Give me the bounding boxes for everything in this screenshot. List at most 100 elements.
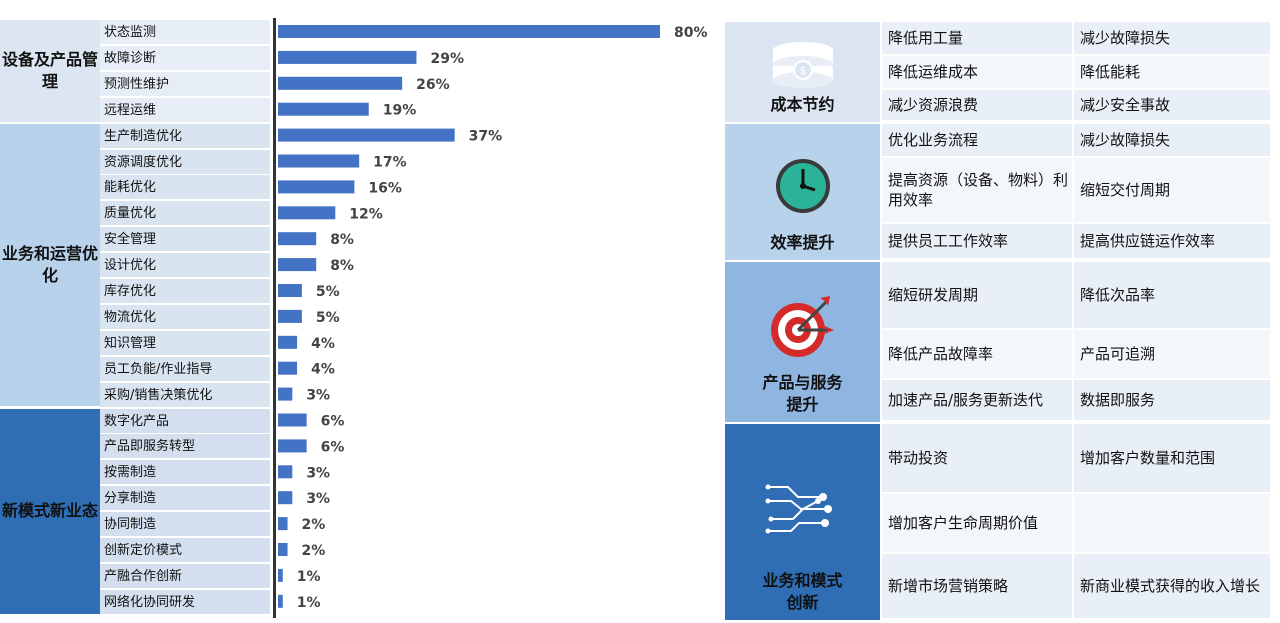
bar bbox=[278, 387, 293, 401]
data-label: 2% bbox=[302, 517, 326, 533]
benefit-item: 减少故障损失 bbox=[1074, 22, 1270, 54]
data-label: 6% bbox=[321, 439, 345, 455]
benefit-item: 带动投资 bbox=[882, 424, 1072, 492]
data-label: 3% bbox=[306, 388, 330, 404]
data-label: 19% bbox=[383, 103, 417, 119]
benefit-section: 产品与服务提升 bbox=[725, 262, 880, 422]
category-label: 产融合作创新 bbox=[100, 563, 270, 589]
category-label: 质量优化 bbox=[100, 201, 270, 227]
chart-axis bbox=[273, 18, 276, 618]
data-label: 29% bbox=[430, 51, 464, 67]
benefits-table: $ 成本节约 降低用工量 减少故障损失 降低运维成本 降低能耗 减少资源浪费 减少安全事故 效率… bbox=[725, 22, 1270, 620]
benefit-item: 增加客户生命周期价值 bbox=[882, 494, 1072, 552]
benefit-item: 提供员工工作效率 bbox=[882, 224, 1072, 258]
bar bbox=[278, 25, 660, 38]
category-label: 协同制造 bbox=[100, 512, 270, 538]
bar bbox=[278, 284, 302, 297]
benefit-item: 降低能耗 bbox=[1074, 56, 1270, 88]
benefit-item: 提高资源（设备、物料）利用效率 bbox=[882, 158, 1072, 222]
bar bbox=[278, 232, 317, 246]
bar bbox=[278, 258, 317, 272]
benefit-item: 增加客户数量和范围 bbox=[1074, 424, 1270, 492]
benefit-section-title: 业务和模式创新 bbox=[762, 571, 843, 612]
bar bbox=[278, 128, 455, 142]
svg-text:$: $ bbox=[799, 64, 806, 77]
target-icon bbox=[768, 292, 838, 366]
benefit-item: 加速产品/服务更新迭代 bbox=[882, 380, 1072, 420]
bar bbox=[278, 413, 307, 427]
benefit-section-title: 效率提升 bbox=[770, 233, 835, 252]
category-label: 预测性维护 bbox=[100, 71, 270, 97]
bar bbox=[278, 543, 288, 556]
category-label: 按需制造 bbox=[100, 460, 270, 486]
benefit-item: 缩短交付周期 bbox=[1074, 158, 1270, 222]
bar bbox=[278, 491, 293, 505]
bar bbox=[278, 335, 298, 349]
category-label: 产品即服务转型 bbox=[100, 434, 270, 460]
bar bbox=[278, 465, 293, 479]
bar bbox=[278, 439, 307, 453]
data-label: 8% bbox=[330, 232, 354, 248]
clock-icon bbox=[773, 156, 833, 220]
bar bbox=[278, 206, 336, 220]
bar bbox=[278, 180, 355, 194]
benefit-item: 提高供应链运作效率 bbox=[1074, 224, 1270, 258]
group-label: 业务和运营优化 bbox=[0, 123, 100, 407]
benefit-item: 新商业模式获得的收入增长 bbox=[1074, 554, 1270, 618]
category-label: 创新定价模式 bbox=[100, 538, 270, 563]
benefit-item: 新增市场营销策略 bbox=[882, 554, 1072, 618]
data-label: 8% bbox=[330, 258, 354, 274]
benefit-item: 数据即服务 bbox=[1074, 380, 1270, 420]
data-label: 37% bbox=[469, 129, 503, 145]
benefit-item: 降低运维成本 bbox=[882, 56, 1072, 88]
benefit-item: 减少安全事故 bbox=[1074, 90, 1270, 120]
bar bbox=[278, 361, 298, 375]
data-label: 12% bbox=[349, 206, 383, 222]
category-label: 安全管理 bbox=[100, 227, 270, 253]
data-label: 17% bbox=[373, 155, 407, 171]
data-label: 16% bbox=[368, 180, 402, 196]
data-label: 80% bbox=[674, 25, 708, 41]
data-label: 6% bbox=[321, 414, 345, 430]
bar bbox=[278, 568, 283, 582]
bar-chart: 80% 29% 26% 19% 37% 17% 16% 12% 8% 8% 5% 5% 4% 4% 3% 6%… bbox=[278, 25, 708, 611]
bar bbox=[278, 76, 403, 90]
category-label: 物流优化 bbox=[100, 304, 270, 330]
bar bbox=[278, 517, 288, 531]
data-label: 2% bbox=[302, 543, 326, 559]
data-label: 1% bbox=[297, 595, 321, 611]
group-label: 新模式新业态 bbox=[0, 408, 100, 614]
benefit-item: 降低次品率 bbox=[1074, 262, 1270, 328]
category-label: 资源调度优化 bbox=[100, 149, 270, 175]
group-label: 设备及产品管理 bbox=[0, 20, 100, 122]
category-label: 设计优化 bbox=[100, 253, 270, 279]
data-label: 3% bbox=[306, 491, 330, 507]
data-label: 1% bbox=[297, 569, 321, 585]
benefit-item: 减少故障损失 bbox=[1074, 124, 1270, 156]
category-label: 能耗优化 bbox=[100, 175, 270, 201]
category-label: 故障诊断 bbox=[100, 45, 270, 71]
data-label: 3% bbox=[306, 465, 330, 481]
data-label: 5% bbox=[316, 310, 340, 326]
category-label: 数字化产品 bbox=[100, 408, 270, 434]
benefit-item: 减少资源浪费 bbox=[882, 90, 1072, 120]
benefit-item: 优化业务流程 bbox=[882, 124, 1072, 156]
bar bbox=[278, 594, 283, 608]
category-label: 员工负能/作业指导 bbox=[100, 356, 270, 382]
bar bbox=[278, 102, 369, 116]
category-label: 分享制造 bbox=[100, 486, 270, 512]
bar bbox=[278, 154, 360, 168]
data-label: 4% bbox=[311, 362, 335, 378]
benefit-section: 效率提升 bbox=[725, 124, 880, 260]
category-label: 采购/销售决策优化 bbox=[100, 382, 270, 408]
benefit-item: 降低用工量 bbox=[882, 22, 1072, 54]
benefit-item: 缩短研发周期 bbox=[882, 262, 1072, 328]
data-label: 5% bbox=[316, 284, 340, 300]
benefit-item: 产品可追溯 bbox=[1074, 330, 1270, 378]
bar bbox=[278, 309, 302, 323]
benefit-item: 降低产品故障率 bbox=[882, 330, 1072, 378]
benefit-section: 业务和模式创新 bbox=[725, 424, 880, 620]
data-label: 4% bbox=[311, 336, 335, 352]
category-label: 远程运维 bbox=[100, 97, 270, 123]
category-label: 生产制造优化 bbox=[100, 123, 270, 149]
